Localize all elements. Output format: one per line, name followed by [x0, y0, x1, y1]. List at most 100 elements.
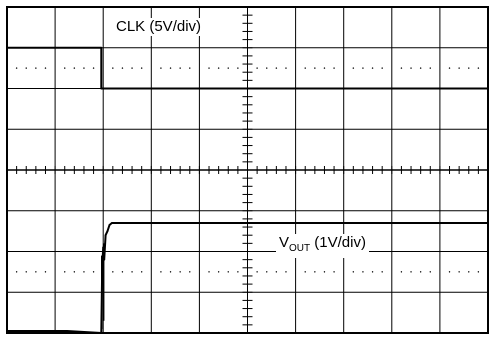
grid-dot [189, 271, 191, 273]
grid-dot [131, 67, 133, 69]
grid-dot [169, 67, 172, 69]
grid-dot [352, 271, 355, 273]
grid-dot [468, 271, 470, 273]
grid-dot [112, 271, 114, 273]
grid-dot [83, 271, 85, 273]
grid-dot [477, 67, 480, 69]
vout-data-point [100, 332, 103, 334]
grid-dot [64, 67, 66, 69]
grid-dot [35, 67, 37, 69]
grid-dot [64, 271, 66, 273]
grid-dot [362, 67, 364, 69]
grid-dot [237, 67, 239, 69]
grid-dot [410, 67, 412, 69]
grid-dot [15, 271, 18, 273]
grid-dot [25, 67, 27, 69]
grid-dot [121, 67, 124, 69]
grid-dot [256, 67, 258, 69]
grid-dot [448, 67, 451, 69]
grid-dot [92, 271, 95, 273]
grid-dot [304, 67, 306, 69]
clk-trace-line [7, 46, 488, 90]
grid-dot [429, 271, 431, 273]
grid-dot [400, 271, 403, 273]
clk-label-text: CLK (5V/div) [116, 18, 202, 35]
grid-dot [140, 67, 143, 69]
vout-label-subscript: OUT [289, 243, 311, 254]
grid-dot [83, 67, 85, 69]
vout-data-point [108, 224, 111, 226]
grid-dot [15, 67, 18, 69]
grid-dot [419, 271, 422, 273]
grid-dot [275, 67, 278, 69]
grid-dot [477, 271, 480, 273]
clk-trace-label: CLK (5V/div) [113, 18, 205, 36]
vout-data-point [6, 330, 8, 332]
grid-dot [410, 271, 412, 273]
grid-dot [131, 271, 133, 273]
grid-dot [400, 67, 403, 69]
vout-data-point [104, 234, 107, 237]
grid-dot [352, 67, 355, 69]
grid-dot [285, 271, 287, 273]
grid-dot [371, 67, 374, 69]
trace-layer [6, 46, 489, 334]
grid-dot [35, 271, 37, 273]
grid-dot [217, 67, 220, 69]
grid-dot [160, 67, 162, 69]
clk-data-point [100, 46, 103, 49]
grid-dot [227, 271, 229, 273]
grid-dot [179, 67, 181, 69]
grid-dot [266, 67, 268, 69]
grid-dot [179, 271, 181, 273]
vout-data-point [66, 330, 69, 332]
grid-dot [314, 67, 316, 69]
vout-label-suffix: (1V/div) [310, 234, 366, 251]
grid-dot [333, 271, 335, 273]
grid-dot [285, 67, 287, 69]
grid-dot [25, 271, 27, 273]
vout-data-point [115, 222, 118, 224]
grid-dot [362, 271, 364, 273]
grid-dot [227, 67, 229, 69]
grid-dot [381, 271, 383, 273]
grid-dot [323, 271, 326, 273]
grid-dot [448, 271, 451, 273]
grid-dot [169, 271, 172, 273]
grid-dot [304, 271, 306, 273]
vout-data-point [121, 222, 124, 224]
vout-data-point [110, 222, 113, 224]
grid-dot [371, 271, 374, 273]
grid-dot [140, 271, 143, 273]
grid-dot [44, 67, 47, 69]
grid-dot [237, 271, 239, 273]
grid-dot [208, 67, 210, 69]
grid-dot [275, 271, 278, 273]
grid-dot [189, 67, 191, 69]
grid-dot [121, 271, 124, 273]
grid-dot [266, 271, 268, 273]
grid-dot [73, 67, 76, 69]
vout-data-point [487, 222, 489, 224]
clk-data-point [6, 46, 8, 49]
grid-dot [323, 67, 326, 69]
grid-dot [44, 271, 47, 273]
grid-dot [468, 67, 470, 69]
grid-dot [419, 67, 422, 69]
vout-data-point [106, 230, 109, 233]
grid-dot [381, 67, 383, 69]
grid-dot [458, 271, 460, 273]
grid-dot [256, 271, 258, 273]
grid-dot [73, 271, 76, 273]
grid-dot [217, 271, 220, 273]
clk-data-point [487, 87, 489, 90]
clk-data-point [100, 87, 103, 90]
vout-label-main: V [279, 234, 290, 251]
grid-dot [112, 67, 114, 69]
graticule-grid [6, 6, 489, 334]
grid-dot [333, 67, 335, 69]
grid-dot [314, 271, 316, 273]
grid-dot [429, 67, 431, 69]
grid-dot [92, 67, 95, 69]
